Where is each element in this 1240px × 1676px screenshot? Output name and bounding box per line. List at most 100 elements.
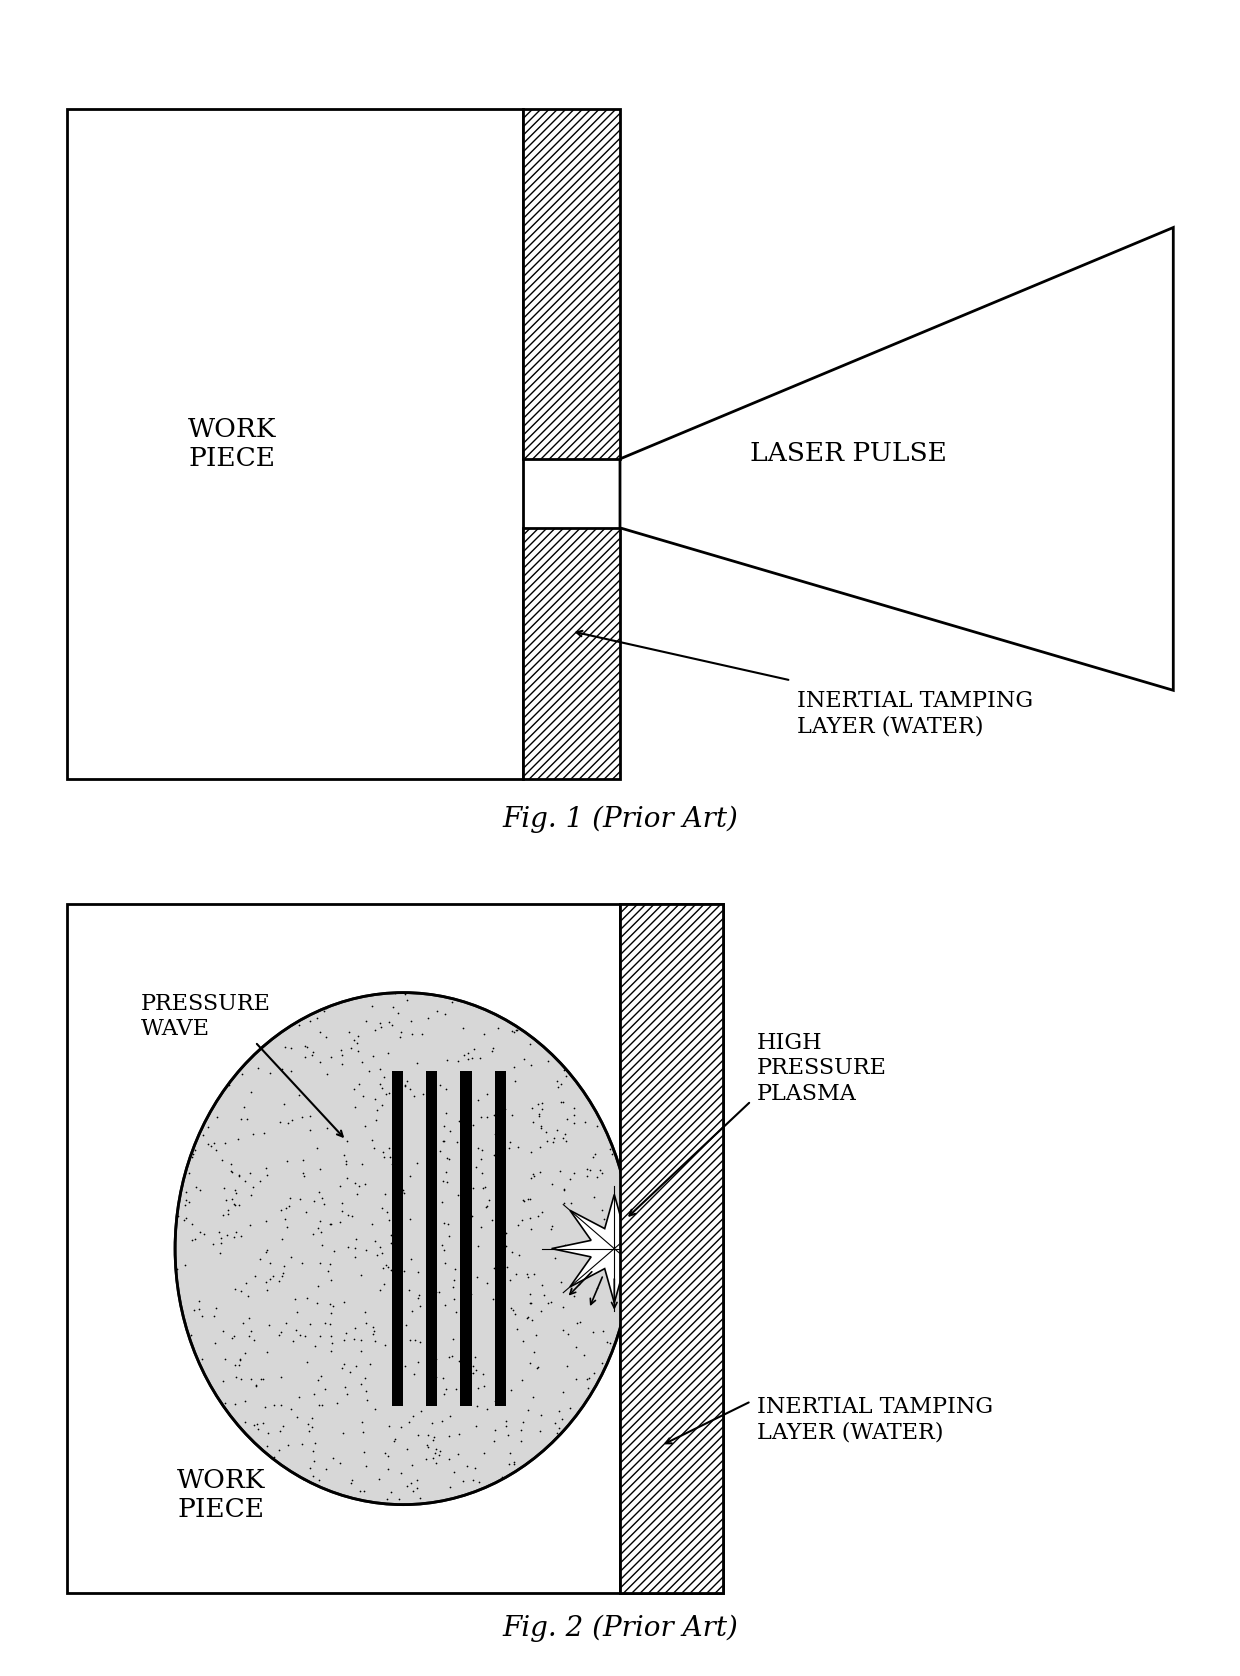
Point bbox=[277, 1195, 296, 1222]
Point bbox=[299, 1411, 319, 1438]
Point bbox=[543, 1128, 563, 1155]
Point bbox=[304, 1448, 324, 1475]
Point bbox=[247, 1411, 267, 1438]
Point bbox=[475, 1173, 495, 1200]
Text: Fig. 2 (Prior Art): Fig. 2 (Prior Art) bbox=[502, 1616, 738, 1642]
Text: WORK
PIECE: WORK PIECE bbox=[188, 417, 277, 471]
Point bbox=[352, 1151, 372, 1178]
Point bbox=[377, 1487, 397, 1513]
Point bbox=[441, 989, 461, 1016]
Point bbox=[241, 1366, 260, 1393]
Point bbox=[521, 1051, 541, 1078]
Point bbox=[465, 1455, 485, 1482]
Point bbox=[238, 1284, 258, 1311]
Bar bbox=[392, 1071, 403, 1406]
Point bbox=[201, 1133, 221, 1160]
Point bbox=[203, 1130, 223, 1156]
Point bbox=[463, 1466, 482, 1493]
Point bbox=[615, 1175, 635, 1202]
Point bbox=[404, 1361, 424, 1388]
Point bbox=[397, 1068, 417, 1094]
Point bbox=[422, 1410, 441, 1436]
Point bbox=[396, 1071, 415, 1098]
Point bbox=[529, 1101, 549, 1128]
Point bbox=[413, 1081, 433, 1108]
Point bbox=[512, 1207, 532, 1234]
Point bbox=[300, 1007, 320, 1034]
Point bbox=[506, 1017, 526, 1044]
Point bbox=[269, 1436, 289, 1463]
Point bbox=[579, 1364, 599, 1391]
Point bbox=[312, 1232, 332, 1259]
Point bbox=[512, 1368, 532, 1394]
Point bbox=[257, 1155, 277, 1182]
Bar bbox=[460, 1071, 471, 1406]
Point bbox=[253, 1366, 273, 1393]
Point bbox=[274, 1254, 294, 1280]
Text: LASER PULSE: LASER PULSE bbox=[750, 441, 946, 466]
Point bbox=[306, 1289, 326, 1316]
Point bbox=[219, 1071, 239, 1098]
Point bbox=[590, 1156, 610, 1183]
Point bbox=[494, 1131, 513, 1158]
Point bbox=[332, 1354, 352, 1381]
Point bbox=[547, 1116, 567, 1143]
Point bbox=[339, 1234, 358, 1260]
Point bbox=[365, 1017, 384, 1044]
Point bbox=[549, 1415, 569, 1441]
Point bbox=[260, 1250, 280, 1277]
Point bbox=[191, 1218, 211, 1245]
Point bbox=[553, 1379, 573, 1406]
Point bbox=[588, 1275, 608, 1302]
Point bbox=[227, 1180, 247, 1207]
Point bbox=[355, 1113, 374, 1140]
Point bbox=[370, 1277, 389, 1304]
Point bbox=[418, 1182, 438, 1208]
Point bbox=[280, 1185, 300, 1212]
Point bbox=[234, 1388, 254, 1415]
Point bbox=[300, 1103, 320, 1130]
Point bbox=[471, 1104, 491, 1131]
Point bbox=[242, 1317, 262, 1344]
Point bbox=[521, 1291, 541, 1317]
Point bbox=[296, 1349, 316, 1376]
Point bbox=[393, 1257, 413, 1284]
Point bbox=[284, 1327, 304, 1354]
Point bbox=[528, 1103, 548, 1130]
Point bbox=[600, 1331, 620, 1358]
Point bbox=[399, 1408, 419, 1435]
Point bbox=[436, 1076, 456, 1103]
Point bbox=[365, 1317, 384, 1344]
Point bbox=[337, 1381, 357, 1408]
Point bbox=[588, 1163, 608, 1190]
Point bbox=[381, 1230, 401, 1257]
Point bbox=[418, 1421, 438, 1448]
Point bbox=[396, 1353, 415, 1379]
Point bbox=[229, 1351, 249, 1378]
Point bbox=[418, 1433, 438, 1460]
Point bbox=[221, 1150, 241, 1177]
Point bbox=[497, 1254, 517, 1280]
Point bbox=[492, 1262, 512, 1289]
Point bbox=[357, 1453, 377, 1480]
Point bbox=[404, 1083, 424, 1110]
Point bbox=[436, 1099, 456, 1126]
Point bbox=[532, 1198, 552, 1225]
Point bbox=[485, 1121, 505, 1148]
Point bbox=[538, 1048, 558, 1074]
Point bbox=[430, 1071, 450, 1098]
Point bbox=[304, 1381, 324, 1408]
Point bbox=[336, 1148, 356, 1175]
Point bbox=[377, 1252, 397, 1279]
Point bbox=[486, 1416, 506, 1443]
Point bbox=[554, 1056, 574, 1083]
Point bbox=[511, 1428, 531, 1455]
Point bbox=[494, 1110, 513, 1136]
Point bbox=[408, 1475, 428, 1502]
Point bbox=[330, 1208, 350, 1235]
Point bbox=[435, 1001, 455, 1027]
Point bbox=[403, 1297, 423, 1324]
Point bbox=[507, 1017, 527, 1044]
Point bbox=[501, 1378, 521, 1404]
Point bbox=[396, 1073, 415, 1099]
